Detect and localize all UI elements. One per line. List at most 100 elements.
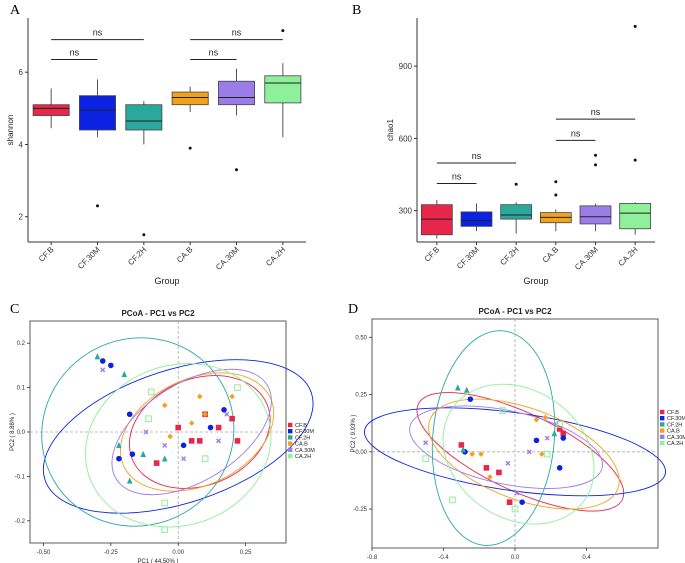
significance-label: ns [472, 151, 482, 161]
confidence-ellipse-CA.2H [442, 383, 595, 525]
box-CF.2H [125, 101, 163, 237]
x-tick-label: CF.2H [126, 245, 148, 267]
y-axis-title: PC2 ( 9.93% ) [351, 415, 357, 453]
x-tick-label: CA.30M [214, 245, 241, 272]
point-triangle [551, 430, 558, 437]
legend-item-CF.2H: CF.2H [288, 435, 310, 441]
point-circle [207, 424, 214, 431]
plot-title: PCoA - PC1 vs PC2 [478, 307, 552, 316]
x-tick-label: CA.B [175, 245, 195, 265]
y-tick-label: 0.1 [17, 386, 26, 392]
confidence-ellipse-CA.2H [85, 363, 272, 528]
point-cross [143, 429, 149, 435]
point-circle [126, 411, 133, 418]
y-tick-label: 4 [19, 140, 24, 149]
y-tick-label: 600 [399, 134, 413, 143]
y-tick-label: -0.1 [15, 474, 26, 480]
point-square-open [449, 496, 456, 504]
point-square [234, 438, 241, 444]
point-circle [116, 455, 122, 462]
plot-frame [371, 318, 659, 549]
point-cross [423, 440, 429, 446]
series-CF.B [458, 426, 567, 505]
point-square-open [161, 499, 169, 507]
legend-item-CF.30M: CF.30M [288, 429, 314, 435]
point-square-open [234, 384, 241, 391]
confidence-ellipse-CA.30M [111, 368, 272, 496]
box-CA.B [171, 86, 209, 150]
x-tick-label: -0.25 [104, 550, 118, 556]
panel-a-plot: 2 4 6 CF.B CF.30M CF.2H CA.B CA.30M CA.2H Group sh… [6, 18, 306, 286]
significance-label: ns [571, 128, 581, 138]
x-tick-label: 0.4 [582, 555, 591, 561]
point-circle [519, 499, 525, 506]
box-body [500, 204, 533, 220]
panel-d-plot: PCoA - PC1 vs PC2 -0.8 -0.4 0.0 0.4 -0.25 0.00… [351, 307, 685, 561]
legend-item-CA.30M: CA.30M [660, 434, 685, 441]
confidence-ellipse-CF.2H [41, 337, 235, 527]
point-diamond [487, 474, 493, 480]
point-square-open [511, 505, 519, 513]
x-tick-label: 0.00 [172, 550, 184, 556]
point-diamond [161, 402, 168, 409]
legend-item-CA.B: CA.B [288, 441, 308, 448]
x-tick-label: 0.25 [240, 550, 252, 556]
box-body [218, 80, 255, 106]
x-tick-label: -0.8 [367, 555, 378, 561]
point-square [188, 438, 195, 444]
legend-swatch [288, 429, 293, 434]
box-CF.B [32, 88, 70, 129]
y-tick-label: 300 [399, 207, 413, 216]
panel-b: B 300 600 900 CF.B CF.30M CF.2H CA.B CA.30M CA.2… [352, 3, 655, 286]
outlier-point [594, 163, 597, 167]
plot-title: PCoA - PC1 vs PC2 [121, 309, 195, 318]
outlier-point [514, 182, 518, 186]
legend-label: CA.2H [667, 441, 683, 447]
panel-b-letter: B [352, 3, 361, 18]
series-CA.2H [422, 407, 563, 513]
point-square [560, 430, 567, 437]
legend-label: CF.2H [667, 422, 682, 428]
point-circle [560, 435, 567, 441]
confidence-ellipse-CA.B [119, 372, 275, 492]
legend-item-CA.2H: CA.2H [660, 440, 683, 447]
y-axis-title: PC2 ( 8.88% ) [10, 413, 16, 451]
outlier-point [96, 204, 99, 208]
point-triangle [116, 441, 122, 449]
legend-swatch [288, 453, 293, 459]
significance-label: ns [232, 28, 242, 38]
y-tick-label: 0.25 [355, 393, 367, 399]
y-tick-label: -0.25 [353, 507, 367, 513]
point-cross [162, 442, 168, 448]
point-square-open [201, 455, 209, 462]
panel-b-plot: 300 600 900 CF.B CF.30M CF.2H CA.B CA.30M CA.2H G… [386, 18, 655, 286]
box-CA.30M [579, 153, 612, 232]
point-circle [180, 442, 187, 449]
point-circle [99, 358, 106, 364]
legend-item-CF.B: CF.B [660, 409, 679, 416]
panel-d: D PCoA - PC1 vs PC2 -0.8 -0.4 0.0 0.4 -0.25 0.… [348, 302, 685, 561]
legend-swatch [660, 409, 665, 415]
legend-swatch [288, 447, 293, 452]
series-CF.2H [455, 384, 558, 453]
legend-swatch [288, 435, 293, 440]
point-square [215, 424, 222, 431]
legend-label: CA.B [667, 429, 680, 435]
legend-item-CF.B: CF.B [288, 422, 307, 429]
x-tick-label: CA.2H [617, 245, 640, 268]
x-tick-label: -0.4 [438, 555, 449, 561]
point-triangle [126, 477, 133, 484]
box-body [460, 211, 493, 227]
series-CA.30M [100, 367, 230, 462]
legend-label: CA.30M [295, 448, 315, 454]
series-CA.2H [145, 384, 241, 533]
panel-a: A 2 4 6 CF.B CF.30M CF.2H CA.B CA.30M CA.2H Group… [6, 3, 306, 286]
point-square-open [499, 407, 506, 414]
x-axis-title: PC1 ( 44.50% ) [137, 559, 178, 563]
legend-swatch [660, 416, 665, 421]
legend-item-CF.30M: CF.30M [660, 416, 685, 422]
point-square-open [147, 388, 155, 396]
point-triangle [161, 455, 168, 462]
